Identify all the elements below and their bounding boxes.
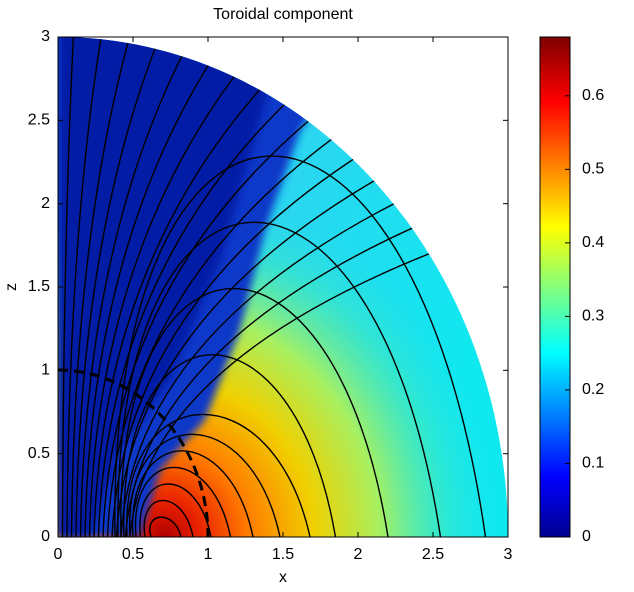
field-line (134, 466, 232, 537)
colorbar-tick-label: 0.1 (582, 455, 604, 472)
field-line (143, 500, 194, 537)
field-line (93, 77, 272, 537)
x-tick-label: 0 (54, 546, 63, 563)
colorbar-tick-label: 0.5 (582, 161, 604, 178)
unit-circle (57, 368, 210, 538)
chart-title: Toroidal component (213, 6, 353, 23)
x-tick-label: 2.5 (422, 546, 444, 563)
field-line (106, 129, 345, 537)
y-tick-label: 1.5 (28, 278, 50, 295)
field-line (129, 247, 444, 537)
field-line (117, 221, 442, 537)
x-axis-label: x (279, 569, 287, 586)
y-tick-label: 0 (41, 528, 50, 545)
field (58, 37, 508, 537)
x-tick-label: 2 (354, 546, 363, 563)
field-line (66, 37, 105, 537)
colorbar-tick-label: 0.4 (582, 234, 604, 251)
y-tick-label: 2 (41, 195, 50, 212)
field-line (70, 37, 133, 537)
field-line (120, 196, 409, 537)
x-tick-label: 1 (204, 546, 213, 563)
field-line (149, 516, 182, 537)
field-line (79, 41, 190, 537)
field-line (115, 172, 389, 537)
colorbar (539, 36, 571, 538)
colorbar-tick-label: 0.2 (582, 381, 604, 398)
field-line (126, 413, 311, 537)
x-tick-label: 1.5 (272, 546, 294, 563)
colorbar-tick-label: 0.6 (582, 87, 604, 104)
field-line (123, 354, 337, 537)
x-tick-label: 0.5 (122, 546, 144, 563)
field-line (139, 483, 212, 537)
y-tick-label: 0.5 (28, 445, 50, 462)
field-line (111, 150, 368, 537)
field-line (88, 63, 245, 537)
y-tick-label: 2.5 (28, 112, 50, 129)
colorbar-tick-label: 0 (582, 528, 591, 545)
y-axis-label: z (3, 283, 20, 291)
x-tick-label: 3 (504, 546, 513, 563)
field-line (75, 37, 162, 537)
colorbar-tick-label: 0.3 (582, 308, 604, 325)
field-line (102, 110, 322, 537)
field-line (124, 221, 427, 537)
field-line (97, 92, 297, 537)
y-tick-label: 1 (41, 362, 50, 379)
field-line (132, 450, 254, 537)
y-tick-label: 3 (41, 28, 50, 45)
field-line (84, 51, 218, 537)
